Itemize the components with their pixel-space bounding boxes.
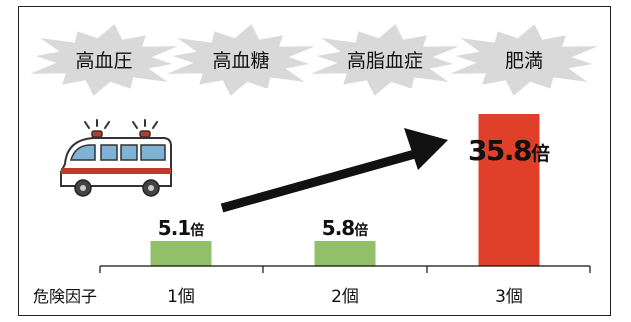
x-axis: 危険因子 (33, 265, 591, 306)
risk-factor-label: 高脂血症 (347, 50, 423, 72)
bar-1 (150, 241, 212, 266)
burst-4: 肥満 (450, 24, 598, 96)
burst-1: 高血圧 (30, 24, 178, 96)
bar-2 (314, 241, 376, 266)
burst-2: 高血糖 (167, 24, 315, 96)
value-unit: 倍 (354, 222, 368, 239)
value-number: 5.1 (158, 216, 191, 240)
risk-factor-label: 高血糖 (212, 50, 269, 72)
value-label-1: 5.1倍 (158, 216, 204, 240)
bars (150, 114, 540, 266)
tick-labels: 1個 2個 3個 (167, 287, 523, 307)
value-label-2: 5.8倍 (322, 216, 368, 240)
x-axis-title: 危険因子 (33, 287, 97, 306)
burst-3: 高脂血症 (311, 24, 459, 96)
value-unit: 倍 (190, 222, 204, 239)
risk-factor-label: 肥満 (505, 50, 543, 72)
tick-label-3: 3個 (495, 287, 523, 307)
value-number: 5.8 (322, 216, 355, 240)
burst-icon (450, 24, 598, 96)
arrow-icon (220, 147, 424, 213)
trend-arrow (220, 128, 448, 213)
bar-3 (478, 114, 540, 266)
tick-label-2: 2個 (331, 287, 359, 307)
risk-factor-label: 高血圧 (75, 50, 132, 72)
risk-factor-bursts: 高血圧 高血糖 高脂血症 肥満 (30, 24, 598, 96)
ambulance-icon (60, 119, 172, 197)
arrow-head (404, 128, 448, 170)
value-label-3: 35.8倍 (468, 134, 550, 167)
value-unit: 倍 (531, 142, 550, 165)
chart-frame (18, 6, 611, 316)
burst-icon (311, 24, 459, 96)
tick-label-1: 1個 (167, 287, 195, 307)
burst-icon (167, 24, 315, 96)
value-number: 35.8 (468, 134, 531, 167)
burst-icon (30, 24, 178, 96)
